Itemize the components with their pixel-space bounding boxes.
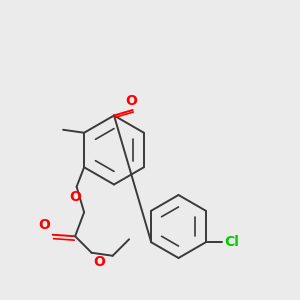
Text: Cl: Cl — [224, 235, 239, 249]
Text: O: O — [38, 218, 50, 232]
Text: O: O — [125, 94, 137, 108]
Text: O: O — [69, 190, 81, 204]
Text: O: O — [93, 255, 105, 269]
